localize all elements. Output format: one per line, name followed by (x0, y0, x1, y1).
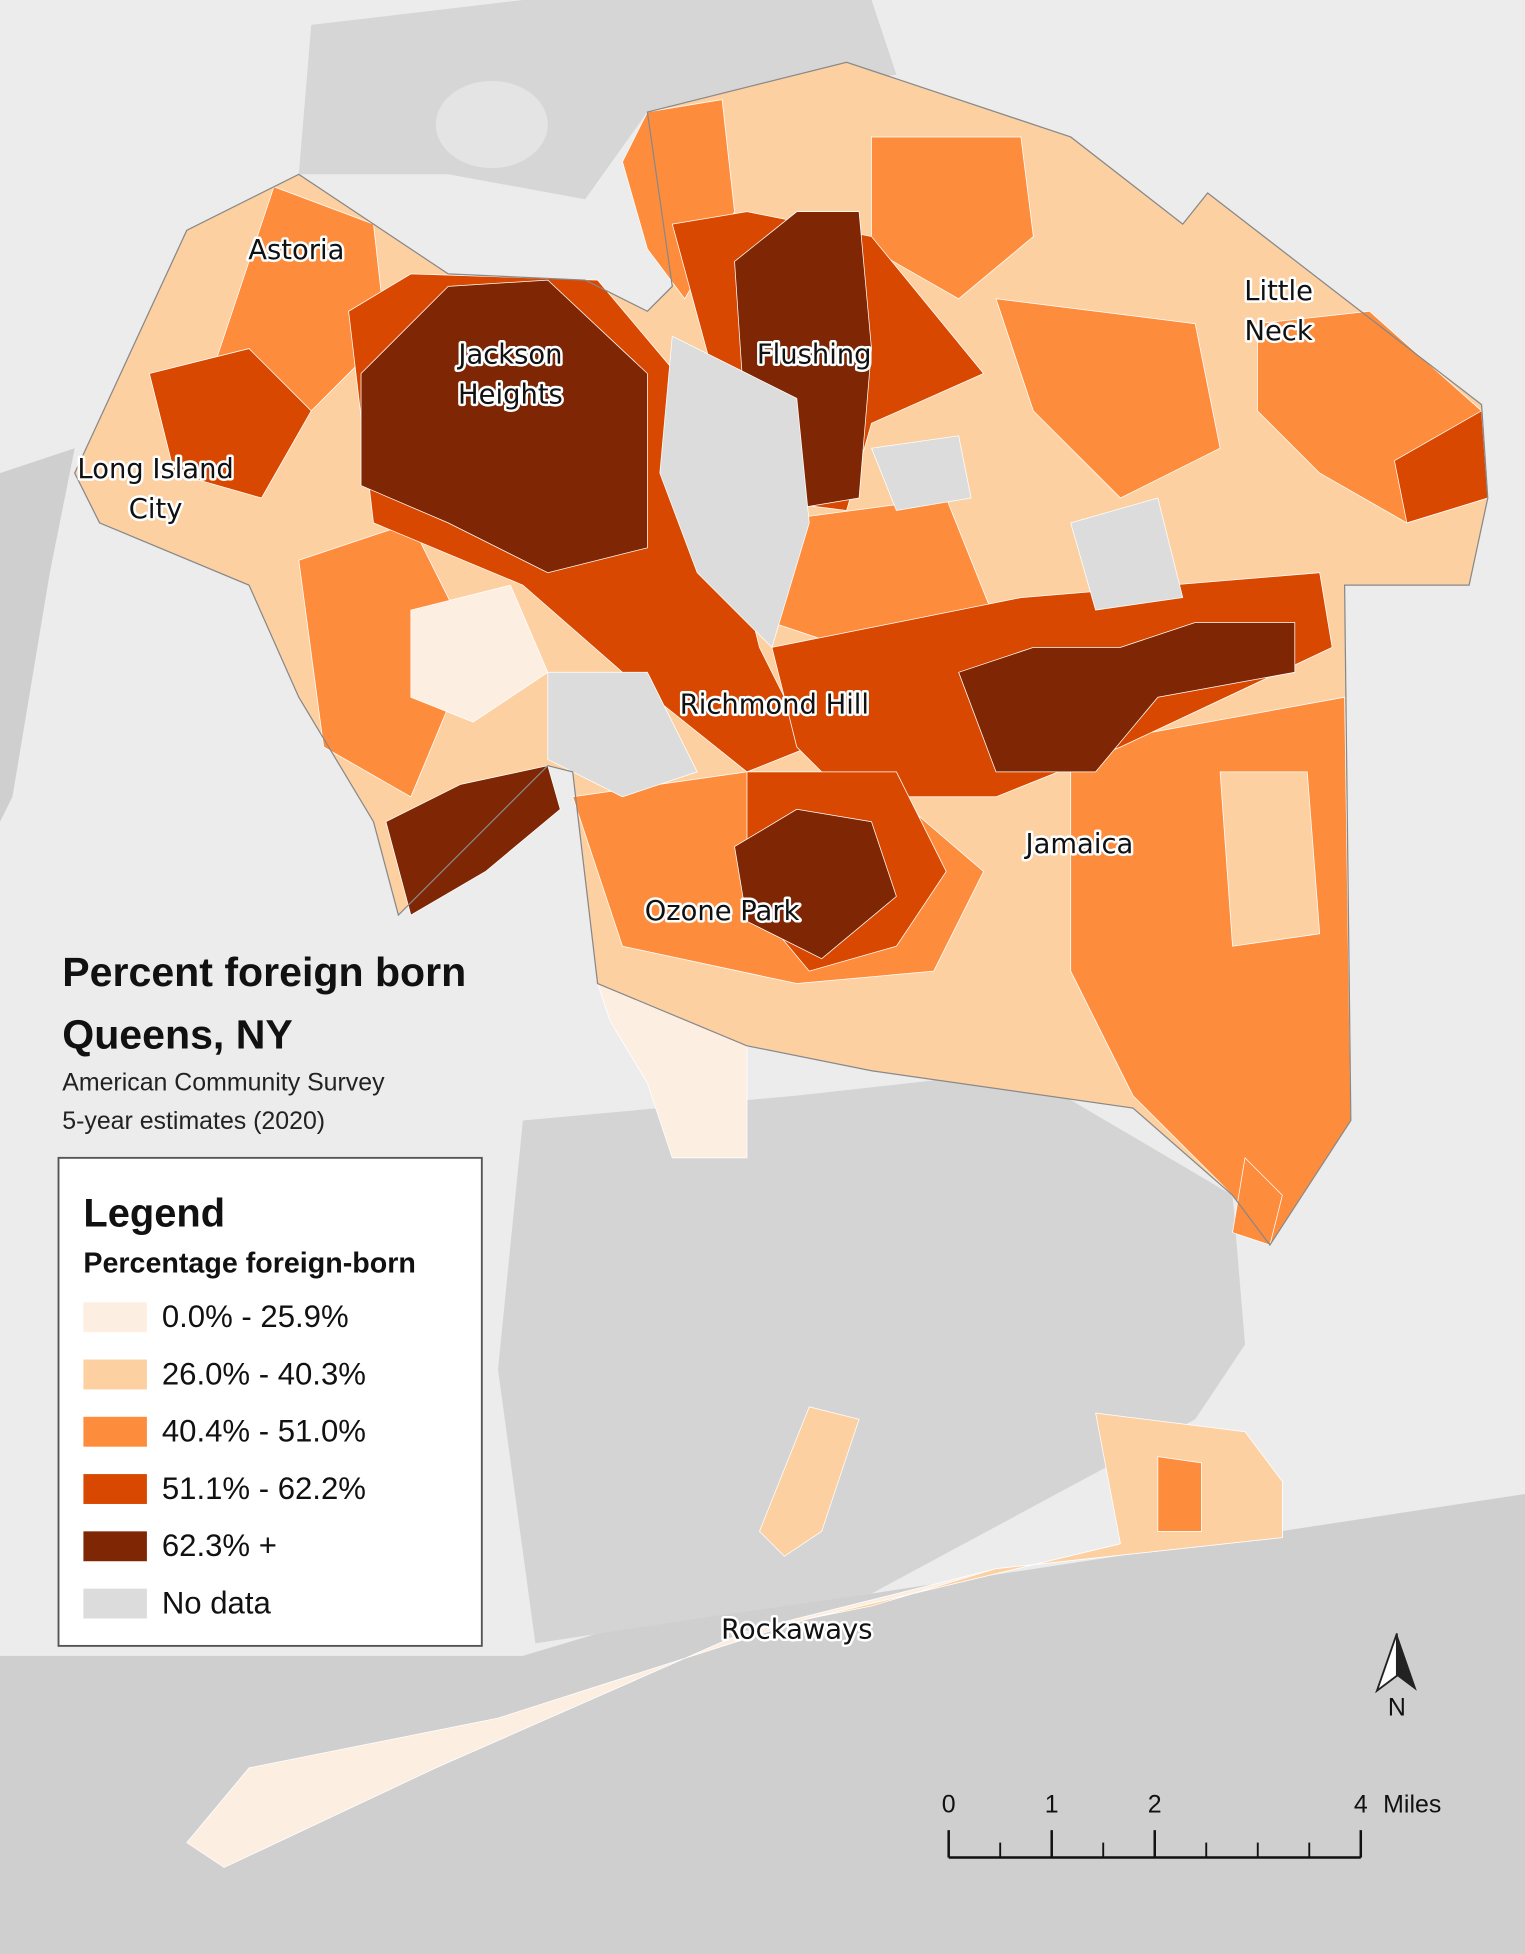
source-line: American Community Survey (62, 1069, 385, 1097)
place-label-line: Long Island (77, 454, 233, 485)
legend-box (57, 1156, 483, 1647)
scale-bar: 0 1 2 4 Miles (942, 1791, 1441, 1859)
census-tract (871, 136, 1034, 300)
place-label-line: Jackson (456, 340, 562, 371)
legend-swatch (83, 1531, 147, 1562)
census-tract (1070, 497, 1184, 611)
place-label: Little Neck (1244, 276, 1313, 347)
place-label: Long Island City (77, 454, 233, 525)
map-title: Percent foreign born (62, 949, 466, 995)
place-label-line: Flushing (757, 340, 872, 371)
place-label: Jamaica (1024, 829, 1134, 860)
place-label: Jackson Heights (456, 340, 562, 411)
place-label: Rockaways (721, 1614, 872, 1645)
legend-subtitle: Percentage foreign-born (83, 1247, 415, 1279)
legend-label: 26.0% - 40.3% (162, 1356, 366, 1391)
census-tract (995, 298, 1221, 499)
census-tract (1219, 771, 1321, 947)
legend-label: 0.0% - 25.9% (162, 1299, 349, 1334)
place-label: Flushing (757, 340, 872, 371)
legend-swatch (83, 1359, 147, 1390)
census-tract (958, 622, 1296, 773)
place-label-line: Little (1244, 276, 1313, 307)
island (435, 80, 548, 169)
legend: Legend Percentage foreign-born 0.0% - 25… (57, 1156, 483, 1647)
jamaica-bay (498, 1070, 1245, 1644)
scale-tick-label: 1 (1045, 1791, 1059, 1819)
legend-label: 40.4% - 51.0% (162, 1414, 366, 1449)
census-tract (870, 435, 972, 511)
place-label-line: Jamaica (1024, 829, 1134, 860)
legend-swatch (83, 1588, 147, 1619)
place-label-line: Neck (1244, 316, 1312, 347)
scale-tick-label: 0 (942, 1791, 956, 1819)
source-line: 5-year estimates (2020) (62, 1107, 325, 1135)
north-label: N (1388, 1694, 1406, 1722)
place-label-line: Heights (458, 379, 563, 410)
place-label-line: Ozone Park (645, 896, 800, 927)
river (0, 448, 75, 822)
place-label-line: Richmond Hill (680, 689, 869, 720)
place-label-line: City (129, 494, 183, 525)
census-tract (148, 348, 312, 499)
place-label: Ozone Park (645, 896, 800, 927)
scale-unit: Miles (1383, 1791, 1441, 1819)
legend-swatch (83, 1302, 147, 1333)
legend-swatch (83, 1416, 147, 1447)
ocean (0, 1494, 1525, 1954)
legend-title: Legend (83, 1191, 225, 1235)
legend-swatch (83, 1474, 147, 1504)
legend-label: 62.3% + (162, 1528, 277, 1563)
census-tract (410, 584, 549, 723)
census-tract (659, 335, 810, 649)
legend-label: 51.1% - 62.2% (162, 1471, 366, 1506)
place-label-line: Rockaways (721, 1614, 872, 1645)
census-tract (360, 279, 648, 574)
census-tract (759, 1406, 860, 1557)
place-label-line: Astoria (248, 235, 344, 266)
tracts (74, 61, 1489, 1868)
queens-outline (74, 61, 1489, 1247)
map-subtitle: Queens, NY (62, 1011, 293, 1057)
place-label: Astoria (248, 235, 344, 266)
census-tract (547, 671, 698, 798)
scale-tick-label: 4 (1354, 1791, 1368, 1819)
census-tract (734, 808, 897, 960)
legend-label: No data (162, 1586, 272, 1621)
census-tract (1157, 1456, 1202, 1532)
place-label: Richmond Hill (680, 689, 869, 720)
scale-tick-label: 2 (1148, 1791, 1162, 1819)
